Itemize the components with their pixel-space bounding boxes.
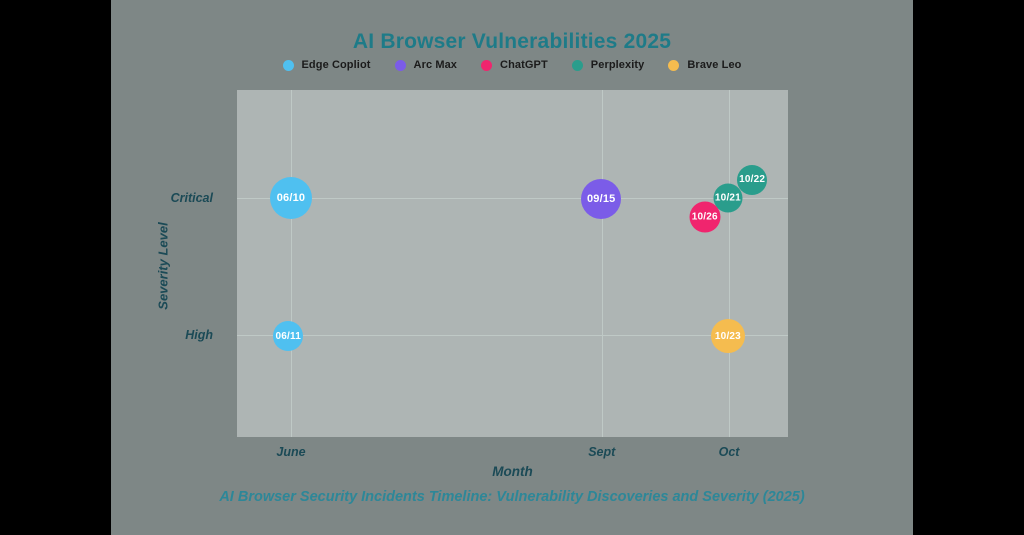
data-point-label: 06/11 <box>275 330 301 342</box>
legend: Edge Copliot Arc Max ChatGPT Perplexity Brav… <box>111 59 913 71</box>
data-point-label: 09/15 <box>586 192 616 205</box>
data-point-label: 10/22 <box>739 174 766 186</box>
chart-caption: AI Browser Security Incidents Timeline: … <box>219 489 805 505</box>
legend-label: Brave Leo <box>687 59 742 71</box>
data-point-label: 10/21 <box>714 192 741 204</box>
data-point: 06/10 <box>269 176 312 219</box>
data-point: 10/22 <box>737 164 768 195</box>
data-point-label: 10/23 <box>714 330 741 342</box>
data-point: 10/26 <box>689 201 721 233</box>
legend-item: ChatGPT <box>481 59 548 71</box>
legend-label: Perplexity <box>590 59 645 71</box>
data-point: 06/11 <box>273 321 304 352</box>
data-point: 09/15 <box>581 178 622 219</box>
x-axis-title: Month <box>492 464 533 479</box>
gridline-vertical <box>290 90 292 437</box>
legend-item: Arc Max <box>394 59 458 71</box>
legend-label: ChatGPT <box>500 59 548 71</box>
data-point-label: 10/26 <box>691 211 718 223</box>
data-point: 10/23 <box>710 319 745 354</box>
y-tick-label: High <box>185 327 213 342</box>
data-point: 10/21 <box>713 183 743 213</box>
y-tick-labels: Critical High <box>111 90 237 437</box>
legend-dot-icon <box>481 59 493 71</box>
legend-item: Edge Copliot <box>282 59 371 71</box>
gridline-vertical <box>601 90 603 437</box>
gridline-horizontal <box>237 197 788 199</box>
y-tick-label: Critical <box>170 190 213 205</box>
legend-dot-icon <box>394 59 406 71</box>
x-tick-label: Sept <box>588 445 616 459</box>
gridline-vertical <box>729 90 731 437</box>
x-tick-label: Oct <box>718 445 740 459</box>
x-tick-label: June <box>276 445 306 459</box>
legend-dot-icon <box>571 59 583 71</box>
x-tick-labels: June Sept Oct <box>237 437 788 461</box>
legend-label: Arc Max <box>413 59 458 71</box>
gridline-horizontal <box>237 334 788 336</box>
data-point-label: 06/10 <box>276 191 306 204</box>
legend-item: Perplexity <box>571 59 645 71</box>
chart-title: AI Browser Vulnerabilities 2025 <box>352 30 672 53</box>
plot-panel: 06/10 06/11 09/15 10/22 10/21 10/26 10/23 <box>237 90 788 437</box>
chart-stage: AI Browser Vulnerabilities 2025 Edge Cop… <box>111 0 913 535</box>
legend-dot-icon <box>668 59 680 71</box>
legend-dot-icon <box>282 59 294 71</box>
legend-label: Edge Copliot <box>301 59 371 71</box>
legend-item: Brave Leo <box>668 59 741 71</box>
